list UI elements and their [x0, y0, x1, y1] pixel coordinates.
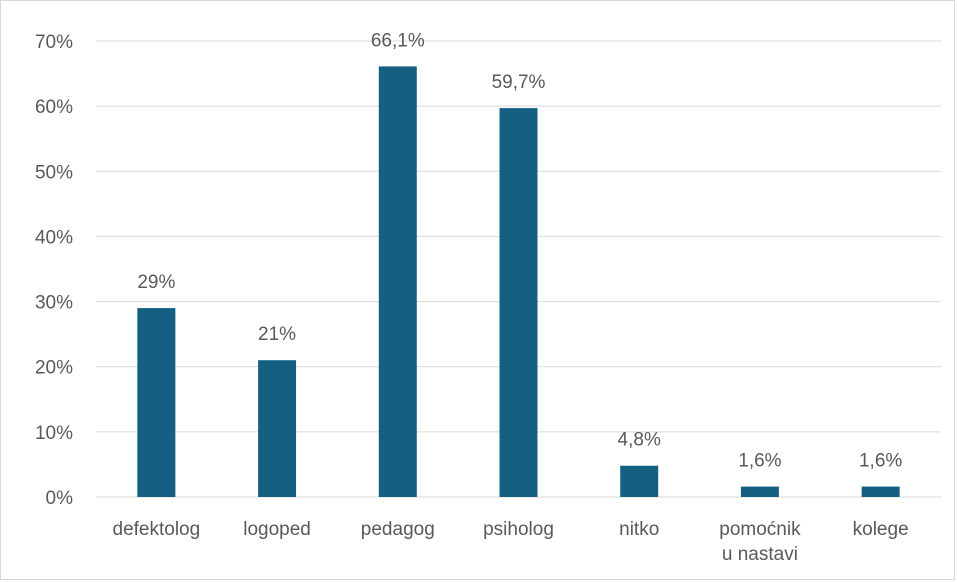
category-label-line: defektolog [113, 519, 201, 540]
y-tick-label: 10% [35, 423, 73, 444]
data-label: 66,1% [371, 30, 425, 51]
category-label: nitko [619, 519, 659, 540]
category-label: pomoćnik u nastavi [719, 519, 801, 565]
y-tick-label: 0% [46, 488, 74, 509]
data-label: 29% [137, 272, 175, 293]
category-label-line: logoped [243, 519, 311, 540]
category-label-line: kolege [853, 519, 909, 540]
category-label: logoped [243, 519, 311, 540]
data-labels: 29% 21% 66,1% 59,7% 4,8% 1,6% 1,6% [137, 30, 902, 471]
x-axis-category-labels: defektolog logoped pedagog psiholog nitko pom… [113, 519, 909, 565]
bar [861, 486, 900, 497]
category-label: psiholog [483, 519, 554, 540]
bar [378, 66, 417, 498]
category-label-line: nitko [619, 519, 659, 540]
bar [499, 108, 538, 498]
bar [258, 360, 297, 497]
bar [620, 465, 659, 497]
bar [137, 308, 176, 497]
data-label: 1,6% [859, 451, 902, 472]
y-tick-label: 50% [35, 162, 73, 183]
bar [740, 486, 779, 497]
data-label: 59,7% [492, 72, 546, 93]
y-tick-label: 30% [35, 293, 73, 314]
data-label: 1,6% [738, 451, 781, 472]
y-tick-label: 20% [35, 358, 73, 379]
y-tick-label: 60% [35, 97, 73, 118]
y-tick-label: 70% [35, 32, 73, 53]
y-axis-tick-labels: 0% 10% 20% 30% 40% 50% 60% 70% [35, 32, 73, 509]
y-tick-label: 40% [35, 227, 73, 248]
data-label: 21% [258, 324, 296, 345]
category-label: pedagog [361, 519, 435, 540]
category-label: kolege [853, 519, 909, 540]
bars [137, 66, 900, 498]
data-label: 4,8% [618, 430, 661, 451]
category-label-line: u nastavi [722, 544, 798, 565]
category-label-line: psiholog [483, 519, 554, 540]
category-label-line: pedagog [361, 519, 435, 540]
category-label-line: pomoćnik [719, 519, 801, 540]
category-label: defektolog [113, 519, 201, 540]
